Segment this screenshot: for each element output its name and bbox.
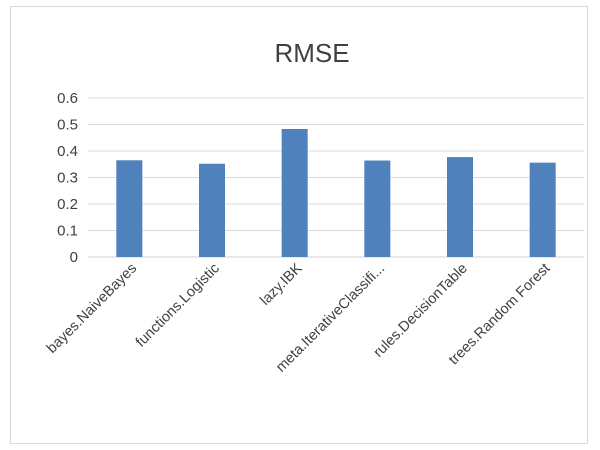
y-axis-tick-labels: 0 0.1 0.2 0.3 0.4 0.5 0.6: [57, 90, 78, 266]
y-tick-label: 0.6: [57, 90, 78, 107]
bar: [281, 129, 308, 257]
bar: [364, 160, 391, 257]
bar: [447, 157, 473, 257]
y-tick-label: 0.4: [57, 143, 78, 160]
y-tick-label: 0: [70, 249, 78, 266]
bar: [199, 163, 225, 257]
y-tick-label: 0.3: [57, 170, 78, 187]
bars: [116, 129, 556, 257]
x-category-label: lazy.IBK: [257, 260, 305, 308]
y-tick-label: 0.2: [57, 196, 78, 213]
x-category-label: bayes.NaiveBayes: [44, 261, 140, 357]
y-tick-label: 0.1: [57, 223, 78, 240]
bar: [116, 160, 143, 257]
x-category-label: functions.Logistic: [133, 261, 223, 351]
y-tick-label: 0.5: [57, 117, 78, 134]
gridlines: [88, 97, 584, 258]
bar: [529, 162, 556, 257]
chart-title: RMSE: [274, 38, 349, 68]
